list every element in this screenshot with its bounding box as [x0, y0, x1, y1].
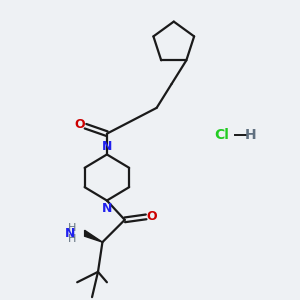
Text: Cl: Cl	[214, 128, 229, 142]
Text: N: N	[102, 202, 112, 215]
Text: O: O	[146, 210, 157, 224]
Text: O: O	[75, 118, 86, 131]
Polygon shape	[85, 230, 102, 242]
Text: H: H	[244, 128, 256, 142]
Text: H: H	[68, 223, 76, 233]
Text: H: H	[68, 234, 76, 244]
Text: N: N	[65, 227, 76, 240]
Text: N: N	[102, 140, 112, 153]
